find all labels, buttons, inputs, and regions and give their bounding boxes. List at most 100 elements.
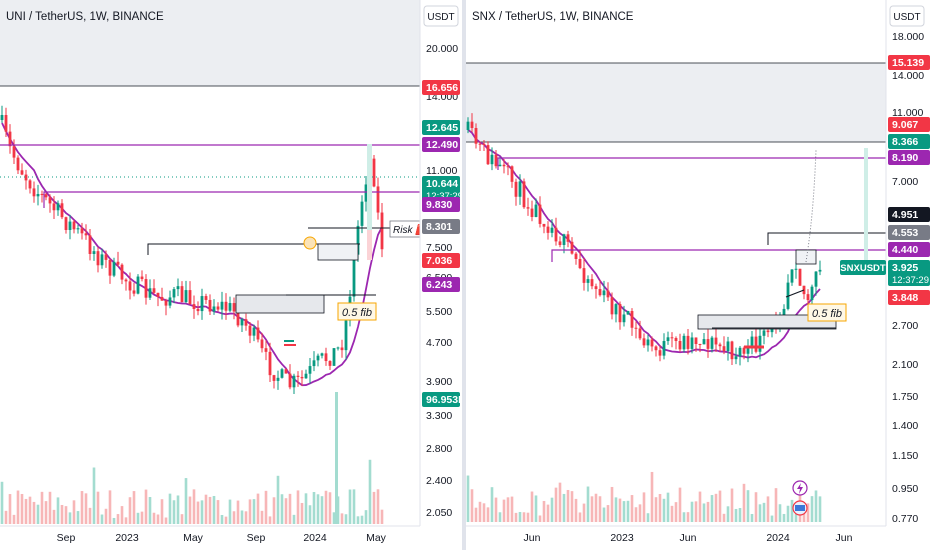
volume-bar <box>232 511 236 524</box>
volume-bar <box>794 514 798 522</box>
price-label-value: 4.951 <box>892 209 918 221</box>
price-label-tag <box>888 290 930 305</box>
candle-body <box>498 164 502 167</box>
volume-bar <box>790 499 794 522</box>
price-tick-label: 5.500 <box>426 306 452 318</box>
price-label-tag <box>888 260 930 286</box>
pane-separator[interactable] <box>462 0 466 550</box>
volume-bar <box>702 503 706 522</box>
volume-bar <box>562 493 566 522</box>
volume-bar <box>204 494 208 524</box>
price-label-tag <box>888 242 930 257</box>
candle-body <box>248 325 252 336</box>
candle-body <box>610 297 614 315</box>
candle-body <box>32 188 36 197</box>
price-label-tag <box>422 253 460 268</box>
volume-bar <box>120 506 124 524</box>
trend-ray <box>785 289 805 298</box>
candle-body <box>802 285 806 295</box>
volume-bar <box>466 475 470 522</box>
candle-body <box>618 304 622 323</box>
volume-spike-bar <box>335 392 338 524</box>
volume-bar <box>100 514 104 524</box>
candle-body <box>738 347 742 357</box>
snx-chart-pane[interactable]: 0.5 fib USDT 18.000 14.000 11.000 7.000 2.700 2… <box>466 0 932 550</box>
candle-body <box>630 311 634 328</box>
candle-body <box>260 339 264 349</box>
candle-body <box>172 289 176 298</box>
volume-bar <box>630 495 634 522</box>
volume-bar <box>586 486 590 522</box>
volume-bar <box>352 489 356 524</box>
candle-body <box>232 303 236 312</box>
candle-body <box>634 327 638 329</box>
candle-body <box>478 143 482 145</box>
candle-body <box>754 336 758 352</box>
candle-body <box>506 166 510 168</box>
volume-bar <box>212 495 216 524</box>
candle-body <box>68 221 72 230</box>
volume-bar <box>806 503 810 522</box>
volume-bar <box>36 504 40 524</box>
volume-bar <box>104 508 108 524</box>
candle-body <box>24 174 28 181</box>
candle-body <box>606 290 610 298</box>
volume-bar <box>28 496 32 524</box>
candle-body <box>276 377 280 381</box>
volume-bar <box>666 492 670 522</box>
candle-body <box>818 269 822 272</box>
snx-chart-svg[interactable]: 0.5 fib USDT 18.000 14.000 11.000 7.000 2.700 2… <box>466 0 932 550</box>
candle-body <box>272 375 276 381</box>
fib-label: 0.5 fib <box>342 307 372 319</box>
volume-bar <box>288 493 292 524</box>
volume-bar <box>136 512 140 524</box>
volume-bar <box>678 487 682 522</box>
volume-bar <box>0 481 4 524</box>
uni-chart-pane[interactable]: 0.5 fib Risk 🟥 USDT 20.000 14.000 11.000 7.500… <box>0 0 462 550</box>
candle-body <box>706 339 710 349</box>
volume-bar <box>518 511 522 522</box>
volume-bar <box>494 497 498 522</box>
volume-bar <box>184 478 188 524</box>
candle-body <box>84 233 88 236</box>
candle-body <box>316 355 320 361</box>
volume-bar <box>570 491 574 522</box>
candle-body <box>8 131 12 147</box>
price-label-value: 15.139 <box>892 57 924 69</box>
candle-body <box>20 170 24 175</box>
volume-bar <box>774 488 778 522</box>
volume-bar <box>356 516 360 524</box>
volume-bar <box>364 510 368 524</box>
candle-body <box>76 228 80 230</box>
price-tick-label: 1.150 <box>892 450 918 462</box>
volume-bar <box>164 517 168 524</box>
volume-bar <box>228 499 232 524</box>
price-label-value: 10.644 <box>426 178 458 190</box>
volume-bar <box>160 499 164 524</box>
volume-bar <box>300 502 304 524</box>
price-tick-label: 14.000 <box>892 70 924 82</box>
candle-body <box>156 292 160 297</box>
candle-body <box>212 306 216 312</box>
volume-bar <box>360 515 364 524</box>
candle-body <box>196 308 200 312</box>
volume-bar <box>502 499 506 522</box>
volume-bar <box>750 513 754 522</box>
volume-bar <box>810 496 814 522</box>
candle-body <box>690 337 694 349</box>
volume-bar <box>722 513 726 522</box>
volume-bar <box>276 475 280 524</box>
volume-bar <box>180 514 184 524</box>
price-tick-label: 2.050 <box>426 507 452 519</box>
volume-bar <box>646 513 650 522</box>
time-axis <box>466 526 932 550</box>
volume-bar <box>530 491 534 522</box>
candle-body <box>730 341 734 360</box>
volume-bar <box>168 493 172 524</box>
candle-body <box>714 337 718 345</box>
candle-body <box>100 254 104 266</box>
price-label-value: 96.953M <box>426 394 462 406</box>
volume-bar <box>718 490 722 522</box>
